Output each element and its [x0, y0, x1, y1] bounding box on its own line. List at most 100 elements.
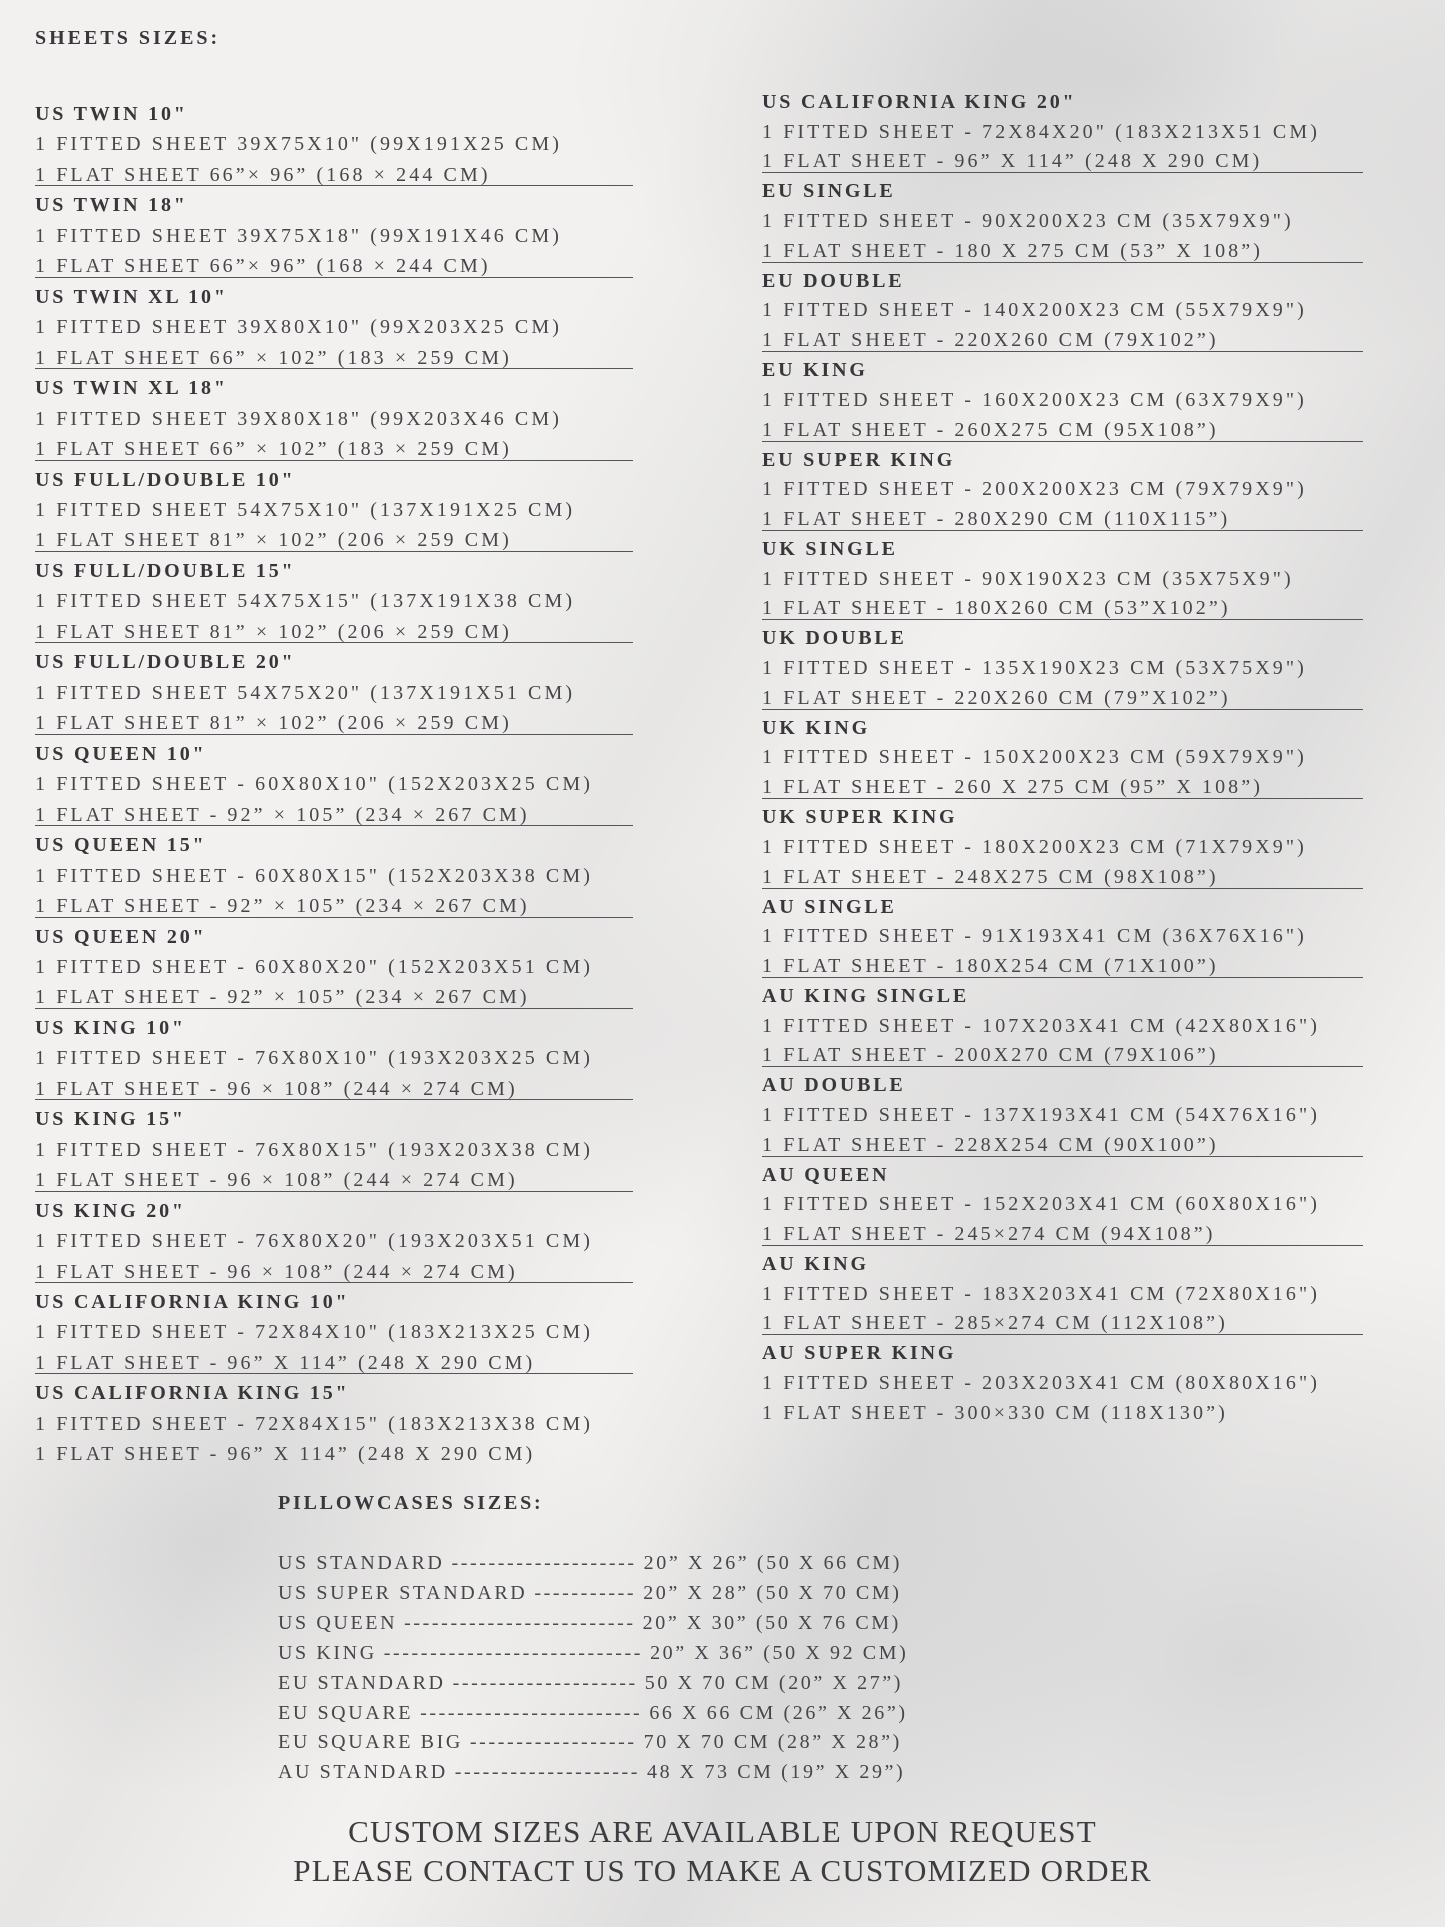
sheet-size-group: UK SINGLE 1 FITTED SHEET - 90X190X23 CM (… [762, 535, 1442, 624]
flat-sheet-spec: 1 FLAT SHEET - 220X260 CM (79X102”) [762, 329, 1219, 352]
size-name: UK KING [762, 716, 870, 739]
dashed-leader: ---------------------------- [383, 1641, 644, 1664]
size-name: US KING 10" [35, 1016, 186, 1039]
pillowcase-row: AU STANDARD -------------------- 48 X 73 C… [278, 1758, 908, 1788]
size-name: US TWIN XL 18" [35, 377, 228, 400]
size-name: US CALIFORNIA KING 15" [35, 1382, 350, 1405]
sheet-size-group: US KING 10" 1 FITTED SHEET - 76X80X10" (1… [35, 1013, 715, 1104]
pillowcase-size: 66 X 66 CM (26” X 26”) [649, 1701, 908, 1724]
sheet-size-group: US CALIFORNIA KING 10" 1 FITTED SHEET - 7… [35, 1287, 715, 1378]
fitted-sheet-spec: 1 FITTED SHEET - 183X203X41 CM (72X80X16… [762, 1282, 1320, 1305]
sheet-size-group: UK SUPER KING 1 FITTED SHEET - 180X200X23… [762, 803, 1442, 892]
size-name: US TWIN XL 10" [35, 285, 228, 308]
fitted-sheet-spec: 1 FITTED SHEET 54X75X20" (137X191X51 CM) [35, 681, 576, 704]
fitted-sheet-spec: 1 FITTED SHEET - 76X80X10" (193X203X25 C… [35, 1047, 593, 1070]
fitted-sheet-spec: 1 FITTED SHEET - 60X80X10" (152X203X25 C… [35, 773, 593, 796]
pillowcase-row: EU SQUARE BIG ------------------ 70 X 70 C… [278, 1728, 908, 1758]
flat-sheet-spec: 1 FLAT SHEET - 96 × 108” (244 × 274 CM) [35, 1260, 518, 1283]
dashed-leader: ------------------------ [420, 1701, 643, 1724]
pillowcases-sizes-title: PILLOWCASES SIZES: [278, 1492, 544, 1514]
size-name: US QUEEN 15" [35, 834, 207, 857]
sheets-right-column: US CALIFORNIA KING 20" 1 FITTED SHEET - 7… [762, 88, 1442, 1429]
fitted-sheet-spec: 1 FITTED SHEET - 91X193X41 CM (36X76X16"… [762, 925, 1307, 948]
size-name: AU SUPER KING [762, 1342, 957, 1365]
fitted-sheet-spec: 1 FITTED SHEET - 60X80X20" (152X203X51 C… [35, 955, 593, 978]
size-name: EU DOUBLE [762, 269, 905, 292]
sheet-size-group: UK KING 1 FITTED SHEET - 150X200X23 CM (5… [762, 714, 1442, 803]
pillowcase-name: US KING [278, 1641, 377, 1664]
pillowcase-size: 20” X 26” (50 X 66 CM) [643, 1552, 902, 1574]
flat-sheet-spec: 1 FLAT SHEET - 92” × 105” (234 × 267 CM) [35, 803, 530, 826]
flat-sheet-spec: 1 FLAT SHEET - 260X275 CM (95X108”) [762, 418, 1219, 441]
dashed-leader: -------------------- [454, 1761, 640, 1784]
sheets-left-column: US TWIN 10" 1 FITTED SHEET 39X75X10" (99X… [35, 99, 715, 1470]
footer-line-2: PLEASE CONTACT US TO MAKE A CUSTOMIZED O… [293, 1852, 1152, 1888]
sheet-size-group: US FULL/DOUBLE 20" 1 FITTED SHEET 54X75X2… [35, 647, 715, 738]
sheet-size-group: US TWIN 18" 1 FITTED SHEET 39X75X18" (99X… [35, 190, 715, 281]
size-name: EU KING [762, 359, 868, 382]
pillowcase-row: US KING ---------------------------- 20” X… [278, 1639, 908, 1669]
size-name: US CALIFORNIA KING 20" [762, 91, 1077, 113]
pillowcase-size: 20” X 30” (50 X 76 CM) [642, 1611, 901, 1634]
sheet-size-group: EU KING 1 FITTED SHEET - 160X200X23 CM (6… [762, 356, 1442, 445]
fitted-sheet-spec: 1 FITTED SHEET - 72X84X20" (183X213X51 C… [762, 120, 1320, 143]
flat-sheet-spec: 1 FLAT SHEET 66” × 102” (183 × 259 CM) [35, 346, 512, 369]
sheet-size-group: AU QUEEN 1 FITTED SHEET - 152X203X41 CM (… [762, 1161, 1442, 1250]
fitted-sheet-spec: 1 FITTED SHEET - 60X80X15" (152X203X38 C… [35, 864, 593, 887]
flat-sheet-spec: 1 FLAT SHEET - 220X260 CM (79”X102”) [762, 686, 1231, 709]
sheet-size-group: EU DOUBLE 1 FITTED SHEET - 140X200X23 CM … [762, 267, 1442, 356]
pillowcase-size: 20” X 36” (50 X 92 CM) [650, 1641, 909, 1664]
flat-sheet-spec: 1 FLAT SHEET - 200X270 CM (79X106”) [762, 1044, 1219, 1067]
flat-sheet-spec: 1 FLAT SHEET 66”× 96” (168 × 244 CM) [35, 163, 491, 186]
flat-sheet-spec: 1 FLAT SHEET - 96” X 114” (248 X 290 CM) [762, 150, 1263, 173]
pillowcase-name: EU STANDARD [278, 1671, 446, 1694]
pillowcase-name: EU SQUARE BIG [278, 1731, 463, 1754]
size-name: US CALIFORNIA KING 10" [35, 1291, 350, 1314]
pillowcase-row: US STANDARD -------------------- 20” X 26”… [278, 1549, 908, 1579]
size-name: EU SINGLE [762, 180, 896, 203]
sheet-size-group: US CALIFORNIA KING 15" 1 FITTED SHEET - 7… [35, 1378, 715, 1469]
pillowcase-size: 20” X 28” (50 X 70 CM) [643, 1581, 902, 1604]
dashed-leader: ------------------ [469, 1731, 637, 1754]
fitted-sheet-spec: 1 FITTED SHEET - 137X193X41 CM (54X76X16… [762, 1104, 1320, 1126]
size-name: US TWIN 18" [35, 194, 188, 217]
pillowcase-row: EU STANDARD -------------------- 50 X 70 C… [278, 1669, 908, 1699]
sheet-size-group: US QUEEN 20" 1 FITTED SHEET - 60X80X20" (… [35, 922, 715, 1013]
size-name: US FULL/DOUBLE 20" [35, 651, 296, 674]
flat-sheet-spec: 1 FLAT SHEET - 280X290 CM (110X115”) [762, 507, 1231, 530]
sheet-size-group: AU KING 1 FITTED SHEET - 183X203X41 CM (7… [762, 1250, 1442, 1339]
flat-sheet-spec: 1 FLAT SHEET - 300×330 CM (118X130”) [762, 1401, 1228, 1424]
size-name: US FULL/DOUBLE 15" [35, 559, 296, 582]
flat-sheet-spec: 1 FLAT SHEET - 96 × 108” (244 × 274 CM) [35, 1077, 518, 1100]
flat-sheet-spec: 1 FLAT SHEET - 96” X 114” (248 X 290 CM) [35, 1443, 536, 1466]
flat-sheet-spec: 1 FLAT SHEET - 180X260 CM (53”X102”) [762, 597, 1231, 620]
size-name: AU KING [762, 1253, 869, 1276]
flat-sheet-spec: 1 FLAT SHEET - 180X254 CM (71X100”) [762, 954, 1219, 977]
flat-sheet-spec: 1 FLAT SHEET 66” × 102” (183 × 259 CM) [35, 437, 512, 460]
fitted-sheet-spec: 1 FITTED SHEET 54X75X15" (137X191X38 CM) [35, 590, 576, 613]
fitted-sheet-spec: 1 FITTED SHEET - 90X200X23 CM (35X79X9") [762, 210, 1294, 233]
sheet-size-group: AU SINGLE 1 FITTED SHEET - 91X193X41 CM (… [762, 893, 1442, 982]
footer-line-1: CUSTOM SIZES ARE AVAILABLE UPON REQUEST [348, 1814, 1097, 1849]
fitted-sheet-spec: 1 FITTED SHEET 39X80X18" (99X203X46 CM) [35, 407, 563, 430]
dashed-leader: -------------------- [452, 1671, 638, 1694]
flat-sheet-spec: 1 FLAT SHEET - 92” × 105” (234 × 267 CM) [35, 894, 530, 917]
pillowcase-row: EU SQUARE ------------------------ 66 X 66… [278, 1699, 908, 1729]
fitted-sheet-spec: 1 FITTED SHEET - 140X200X23 CM (55X79X9"… [762, 299, 1307, 322]
sheet-size-group: EU SUPER KING 1 FITTED SHEET - 200X200X23… [762, 446, 1442, 535]
sheet-size-group: US QUEEN 15" 1 FITTED SHEET - 60X80X15" (… [35, 830, 715, 921]
flat-sheet-spec: 1 FLAT SHEET 81” × 102” (206 × 259 CM) [35, 712, 512, 735]
fitted-sheet-spec: 1 FITTED SHEET - 72X84X10" (183X213X25 C… [35, 1321, 593, 1344]
size-name: AU KING SINGLE [762, 984, 970, 1007]
fitted-sheet-spec: 1 FITTED SHEET - 180X200X23 CM (71X79X9"… [762, 835, 1307, 858]
sheet-size-group: US TWIN XL 10" 1 FITTED SHEET 39X80X10" (… [35, 282, 715, 373]
flat-sheet-spec: 1 FLAT SHEET 66”× 96” (168 × 244 CM) [35, 255, 491, 278]
fitted-sheet-spec: 1 FITTED SHEET 39X80X10" (99X203X25 CM) [35, 316, 563, 339]
sheet-size-group: US TWIN XL 18" 1 FITTED SHEET 39X80X18" (… [35, 373, 715, 464]
fitted-sheet-spec: 1 FITTED SHEET - 76X80X15" (193X203X38 C… [35, 1138, 593, 1161]
size-name: UK SINGLE [762, 537, 898, 560]
flat-sheet-spec: 1 FLAT SHEET - 245×274 CM (94X108”) [762, 1223, 1216, 1246]
size-name: US QUEEN 10" [35, 742, 207, 765]
dashed-leader: ----------- [534, 1581, 637, 1604]
